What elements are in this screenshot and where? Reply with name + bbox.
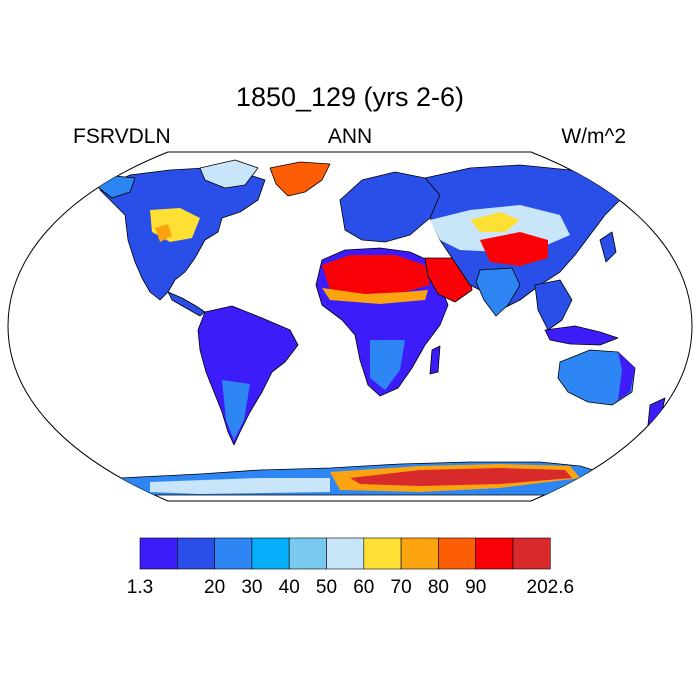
colorbar-swatch — [475, 537, 514, 570]
colorbar-swatch — [214, 537, 253, 570]
sa-south — [222, 380, 250, 440]
indian-subcontinent — [475, 267, 521, 317]
indonesia — [544, 325, 619, 346]
madagascar — [429, 345, 441, 375]
na-plains-hot — [155, 224, 172, 242]
colorbar-tick-label: 80 — [428, 577, 449, 598]
greenland — [269, 161, 331, 197]
southern-africa — [370, 340, 405, 390]
antarctica-plateau-hot — [350, 468, 572, 486]
colorbar-swatch — [139, 537, 178, 570]
colorbar-swatch — [363, 537, 402, 570]
season-label: ANN — [327, 125, 373, 148]
colorbar-tick-label: 50 — [316, 577, 337, 598]
colorbar-tick-label: 70 — [391, 577, 412, 598]
colorbar-swatch — [512, 537, 551, 570]
australia — [557, 349, 636, 406]
units-label: W/m^2 — [561, 125, 626, 148]
colorbar-swatch — [438, 537, 476, 570]
colorbar-swatch — [400, 537, 439, 570]
colorbar-tick-label: 40 — [279, 577, 300, 598]
sahara-desert — [322, 255, 430, 294]
mongolia-warm — [470, 212, 520, 232]
south-america — [197, 305, 299, 446]
colorbar-swatch — [288, 537, 327, 570]
sahel-warm — [322, 288, 428, 304]
colorbar-tick-label: 60 — [353, 577, 374, 598]
map-title: 1850_129 (yrs 2-6) — [235, 82, 465, 112]
colorbar-swatch — [251, 537, 290, 570]
colorbar-tick-label: 90 — [465, 577, 486, 598]
colorbar-swatch — [177, 537, 215, 570]
antarctica-light — [150, 478, 330, 494]
tibetan-plateau — [480, 232, 548, 266]
central-america — [167, 291, 206, 317]
arctic-islands — [199, 159, 259, 189]
australia-coast — [618, 352, 635, 400]
variable-label: FSRVDLN — [73, 125, 171, 148]
colorbar-tick-label: 1.3 — [127, 577, 153, 598]
colorbar-tick-label: 30 — [241, 577, 262, 598]
colorbar-tick-label: 20 — [204, 577, 225, 598]
southeast-asia — [534, 279, 573, 331]
japan — [599, 231, 617, 263]
colorbar-tick-label: 202.6 — [527, 577, 575, 598]
colorbar-swatch — [326, 537, 365, 570]
